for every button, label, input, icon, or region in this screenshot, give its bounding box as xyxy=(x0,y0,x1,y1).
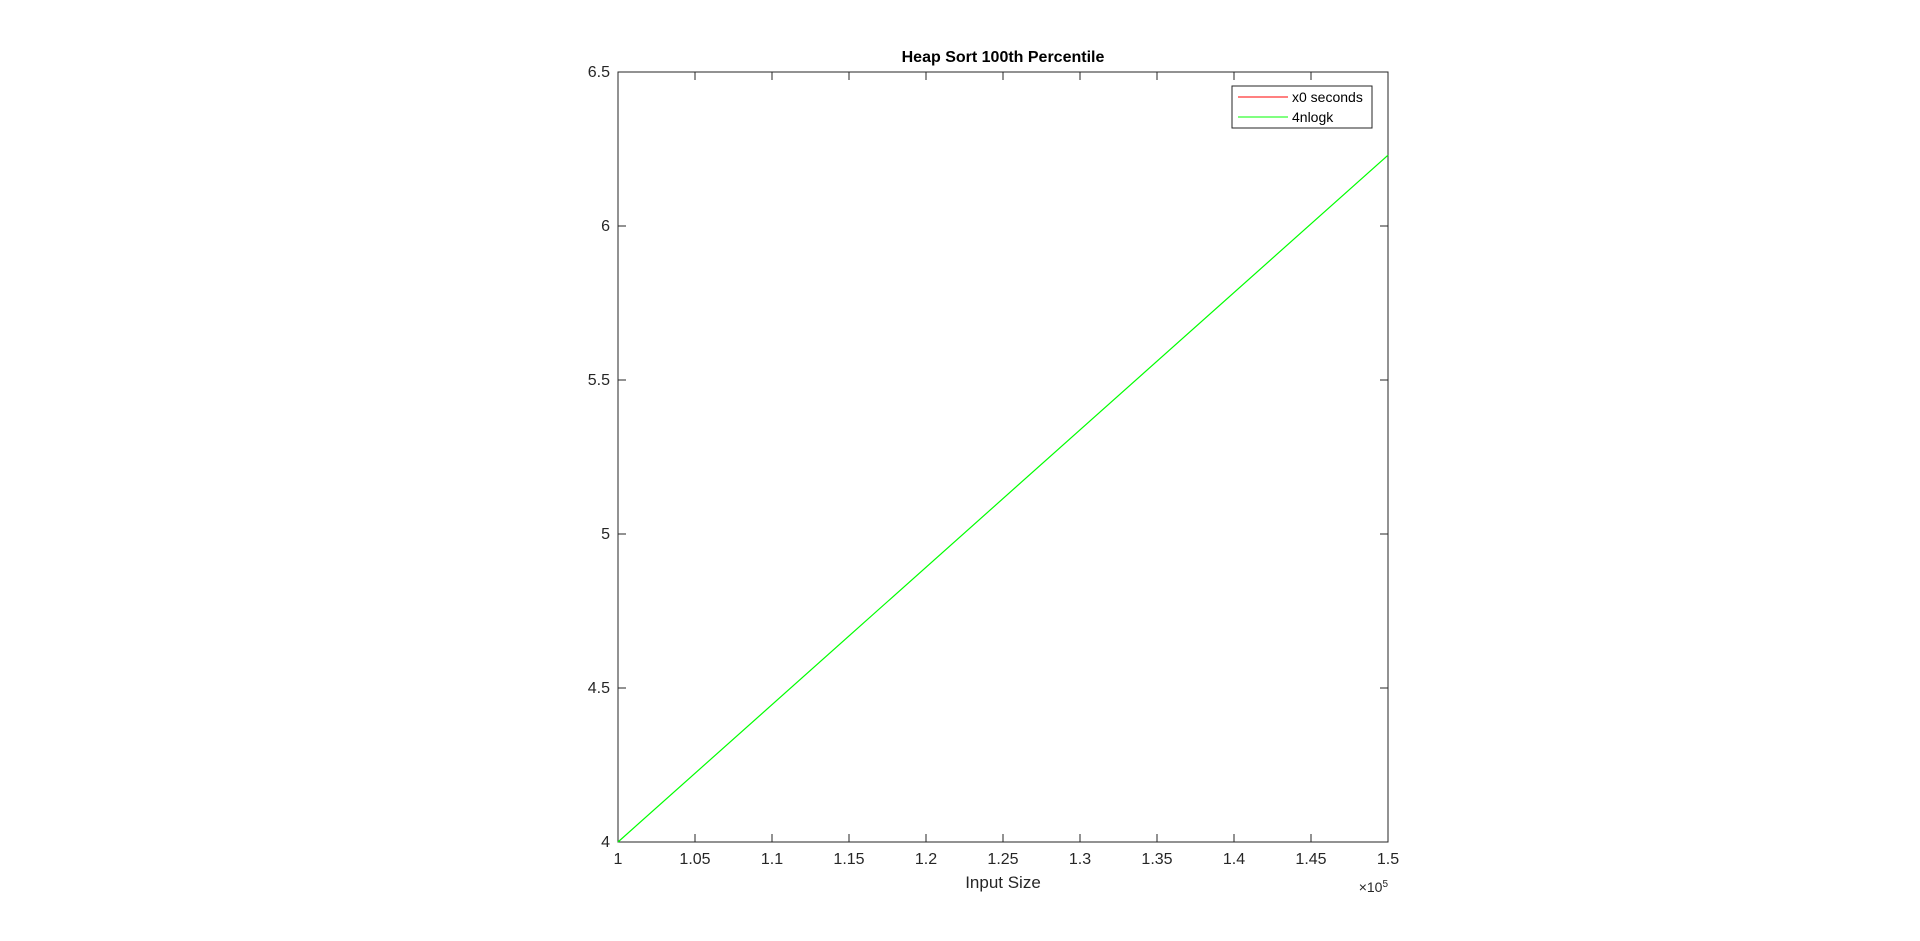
x-tick-label: 1.05 xyxy=(679,851,710,868)
y-tick-label: 6.5 xyxy=(588,64,610,81)
x-tick-label: 1.4 xyxy=(1223,851,1245,868)
chart-title: Heap Sort 100th Percentile xyxy=(902,49,1105,66)
x-axis-exponent-power: 5 xyxy=(1382,879,1388,890)
x-axis-label: Input Size xyxy=(965,873,1041,892)
plot-area xyxy=(617,71,1389,843)
series-line-4nlogk xyxy=(617,154,1389,843)
y-tick-label: 4 xyxy=(601,834,610,851)
y-tick-label: 5.5 xyxy=(588,372,610,389)
legend-box xyxy=(1231,85,1373,129)
y-tick-label: 4.5 xyxy=(588,680,610,697)
x-tick-label: 1 xyxy=(614,851,623,868)
x-tick-label: 1.2 xyxy=(915,851,937,868)
y-tick-label: 6 xyxy=(601,218,610,235)
y-axis-ticks: 4 4.5 5 5.5 6 6.5 xyxy=(588,64,1388,851)
x-axis-exponent-label: ×105 xyxy=(1359,879,1389,896)
x-tick-label: 1.35 xyxy=(1141,851,1172,868)
x-tick-label: 1.1 xyxy=(761,851,783,868)
x-tick-label: 1.45 xyxy=(1295,851,1326,868)
x-tick-label: 1.25 xyxy=(987,851,1018,868)
x-axis-exponent-base: ×10 xyxy=(1359,879,1383,895)
x-axis-ticks: 1 1.05 1.1 1.15 1.2 1.25 1.3 1.35 1.4 1.45 1.5 xyxy=(614,72,1399,868)
y-tick-label: 5 xyxy=(601,526,610,543)
x-tick-label: 1.5 xyxy=(1377,851,1399,868)
legend-label-4nlogk: 4nlogk xyxy=(1292,109,1334,125)
legend-label-x0-seconds: x0 seconds xyxy=(1292,89,1363,105)
x-tick-label: 1.15 xyxy=(833,851,864,868)
series-layer xyxy=(617,154,1389,843)
x-tick-label: 1.3 xyxy=(1069,851,1091,868)
legend: x0 seconds 4nlogk xyxy=(1231,85,1373,129)
